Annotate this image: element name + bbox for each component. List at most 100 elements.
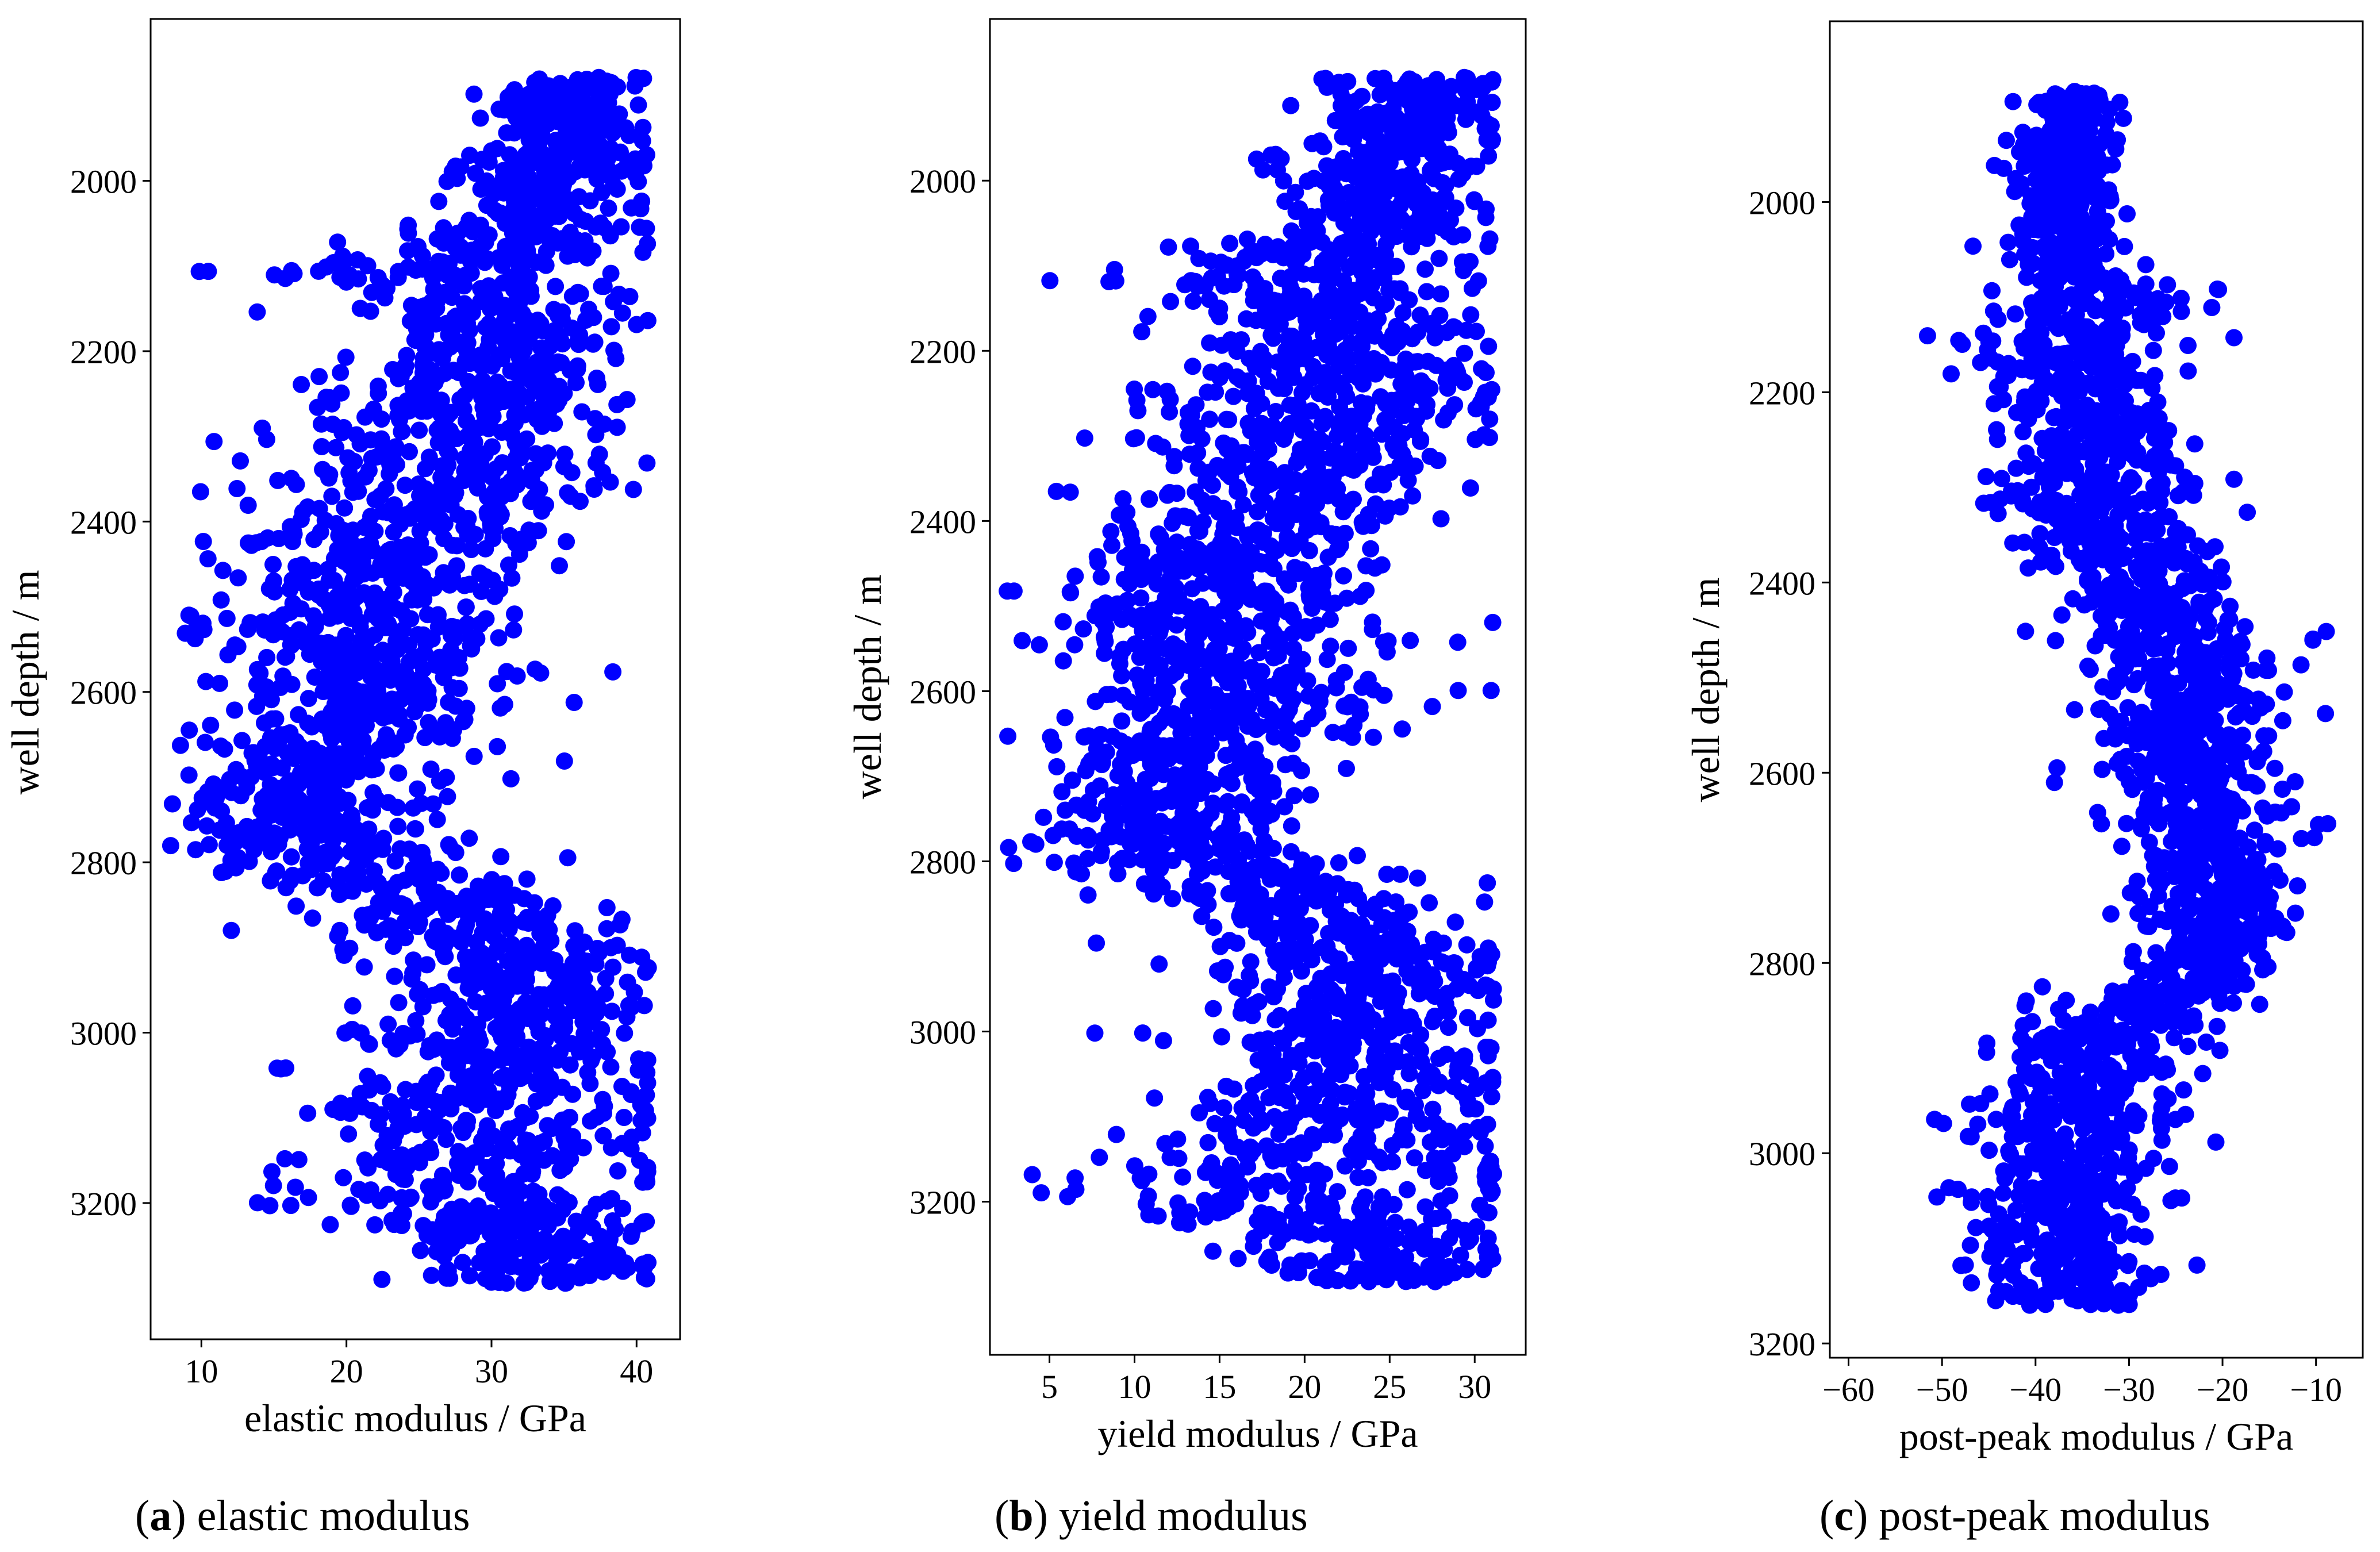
data-point	[1113, 610, 1131, 628]
data-point	[1285, 787, 1303, 805]
data-point	[486, 184, 504, 202]
data-point	[1446, 913, 1464, 931]
data-point	[362, 302, 379, 320]
data-point	[1247, 721, 1265, 738]
data-point	[1156, 540, 1173, 558]
data-point	[459, 979, 477, 997]
data-point	[323, 730, 340, 748]
data-point	[1073, 865, 1091, 883]
data-point	[1229, 567, 1247, 585]
data-point	[1248, 675, 1266, 693]
data-point	[629, 1061, 647, 1079]
data-point	[1066, 567, 1084, 585]
data-point	[1384, 1153, 1402, 1171]
data-point	[1161, 1148, 1179, 1166]
data-point	[600, 199, 617, 217]
data-point	[1161, 390, 1179, 408]
data-point	[282, 848, 300, 866]
data-point	[1303, 600, 1321, 617]
data-point	[309, 879, 327, 897]
data-point	[1283, 735, 1301, 752]
data-point	[205, 433, 223, 451]
data-point	[558, 533, 575, 551]
data-point	[1439, 1003, 1457, 1021]
scatter-series-b	[999, 68, 1502, 1290]
data-point	[309, 398, 327, 416]
data-point	[1391, 865, 1409, 883]
data-point	[505, 124, 523, 142]
data-point	[321, 609, 339, 627]
data-point	[587, 955, 605, 973]
data-point	[438, 172, 456, 190]
data-point	[1286, 1188, 1304, 1206]
data-point	[282, 1197, 300, 1215]
data-point	[588, 170, 606, 188]
data-point	[565, 694, 583, 711]
data-point	[1044, 827, 1062, 844]
data-point	[1149, 1207, 1167, 1225]
data-point	[216, 740, 233, 758]
data-point	[1366, 559, 1384, 577]
data-point	[1481, 429, 1498, 447]
data-point	[467, 1096, 485, 1114]
data-point	[440, 905, 457, 923]
data-point	[1329, 427, 1346, 445]
data-point	[418, 956, 436, 974]
data-point	[999, 582, 1016, 600]
data-point	[615, 1109, 633, 1126]
data-point	[431, 772, 448, 790]
data-point	[585, 481, 603, 498]
data-point	[1338, 759, 1355, 777]
data-point	[1211, 368, 1229, 386]
data-point	[1079, 831, 1097, 849]
data-point	[387, 1040, 405, 1058]
data-point	[1302, 786, 1319, 804]
data-point	[344, 997, 362, 1015]
data-point	[1234, 496, 1252, 514]
data-point	[162, 837, 179, 855]
data-point	[1139, 308, 1157, 325]
data-point	[1191, 1104, 1208, 1121]
data-point	[517, 1274, 535, 1292]
data-point	[264, 1177, 282, 1194]
data-point	[1239, 624, 1257, 641]
plot-frame-a	[149, 18, 681, 1340]
data-point	[277, 879, 295, 897]
data-point	[1306, 1042, 1324, 1060]
data-point	[594, 1127, 612, 1144]
data-point	[389, 764, 407, 782]
data-point	[1484, 613, 1502, 631]
x-tick-label: 30	[475, 1353, 508, 1390]
data-point	[248, 303, 266, 321]
data-point	[1102, 685, 1120, 703]
data-point	[620, 126, 638, 144]
data-point	[510, 256, 528, 274]
data-point	[1343, 728, 1361, 746]
data-point	[1165, 457, 1183, 475]
data-point	[447, 844, 465, 862]
data-point	[211, 674, 228, 692]
data-point	[1205, 919, 1223, 936]
data-point	[454, 1124, 472, 1142]
x-tick-label: 40	[620, 1353, 653, 1390]
data-point	[276, 1150, 294, 1167]
data-point	[471, 615, 489, 633]
data-point	[563, 464, 581, 482]
data-point	[598, 899, 616, 916]
data-point	[367, 760, 385, 778]
data-point	[333, 424, 351, 441]
data-point	[1160, 238, 1177, 256]
data-point	[355, 958, 373, 976]
data-point	[634, 132, 651, 149]
data-point	[335, 946, 353, 964]
data-point	[1064, 771, 1081, 789]
data-point	[626, 77, 644, 95]
data-point	[351, 1085, 369, 1102]
data-point	[1189, 444, 1207, 462]
data-point	[573, 403, 591, 421]
data-point	[608, 418, 626, 436]
data-point	[1056, 801, 1074, 819]
data-point	[1403, 151, 1421, 168]
data-point	[1468, 961, 1485, 979]
data-point	[1484, 1073, 1502, 1091]
